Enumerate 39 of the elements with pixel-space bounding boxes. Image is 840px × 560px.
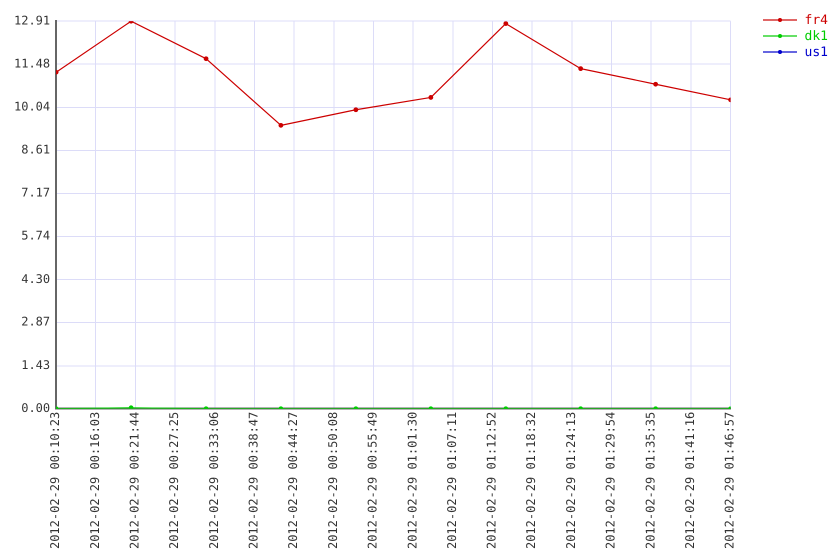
- y-tick-label: 11.48: [14, 56, 50, 70]
- y-tick-label: 10.04: [14, 99, 50, 114]
- y-tick-label: 2.87: [21, 314, 50, 329]
- legend-label: us1: [804, 44, 828, 60]
- x-tick-label: 2012-02-29 01:01:30: [405, 412, 420, 550]
- point: [128, 405, 134, 409]
- x-tick-label: 2012-02-29 01:07:11: [444, 412, 459, 550]
- point: [278, 122, 284, 128]
- point: [428, 95, 434, 100]
- x-tick-label: 2012-02-29 01:18:32: [524, 412, 538, 550]
- x-tick-label: 2012-02-29 00:27:25: [167, 412, 182, 550]
- x-tick-label: 2012-02-29 01:35:35: [643, 412, 658, 550]
- x-tick-label: 2012-02-29 00:50:08: [326, 412, 340, 550]
- y-tick-label: 4.30: [21, 272, 50, 286]
- y-tick-label: 5.74: [21, 228, 50, 243]
- x-tick-label: 2012-02-29 01:29:54: [604, 412, 618, 550]
- x-tick-label: 2012-02-29 00:16:03: [88, 412, 102, 550]
- point: [653, 82, 658, 87]
- x-tick-label: 2012-02-29 01:12:52: [484, 412, 499, 550]
- y-tick-label: 12.91: [14, 13, 50, 28]
- x-tick-label: 2012-02-29 00:33:06: [206, 412, 221, 550]
- y-tick-label: 8.61: [21, 142, 50, 156]
- y-tick-label: 7.17: [21, 186, 50, 200]
- x-tick-label: 2012-02-29 00:44:27: [286, 412, 300, 550]
- point: [578, 66, 584, 72]
- x-tick-label: 2012-02-29 01:24:13: [564, 412, 578, 550]
- x-tick-label: 2012-02-29 00:10:23: [48, 412, 62, 550]
- point: [503, 21, 508, 26]
- y-tick-label: 1.43: [21, 358, 50, 372]
- legend-label: fr4: [804, 12, 828, 28]
- x-tick-label: 2012-02-29 01:46:57: [722, 412, 737, 550]
- x-tick-label: 2012-02-29 00:38:47: [246, 412, 261, 550]
- x-tick-label: 2012-02-29 00:55:49: [366, 412, 380, 550]
- x-tick-label: 2012-02-29 00:21:44: [128, 412, 142, 550]
- point: [353, 107, 358, 112]
- x-tick-label: 2012-02-29 01:41:16: [683, 412, 698, 550]
- y-tick-label: 0.00: [21, 400, 50, 415]
- point: [204, 56, 208, 62]
- legend-label: dk1: [804, 28, 828, 44]
